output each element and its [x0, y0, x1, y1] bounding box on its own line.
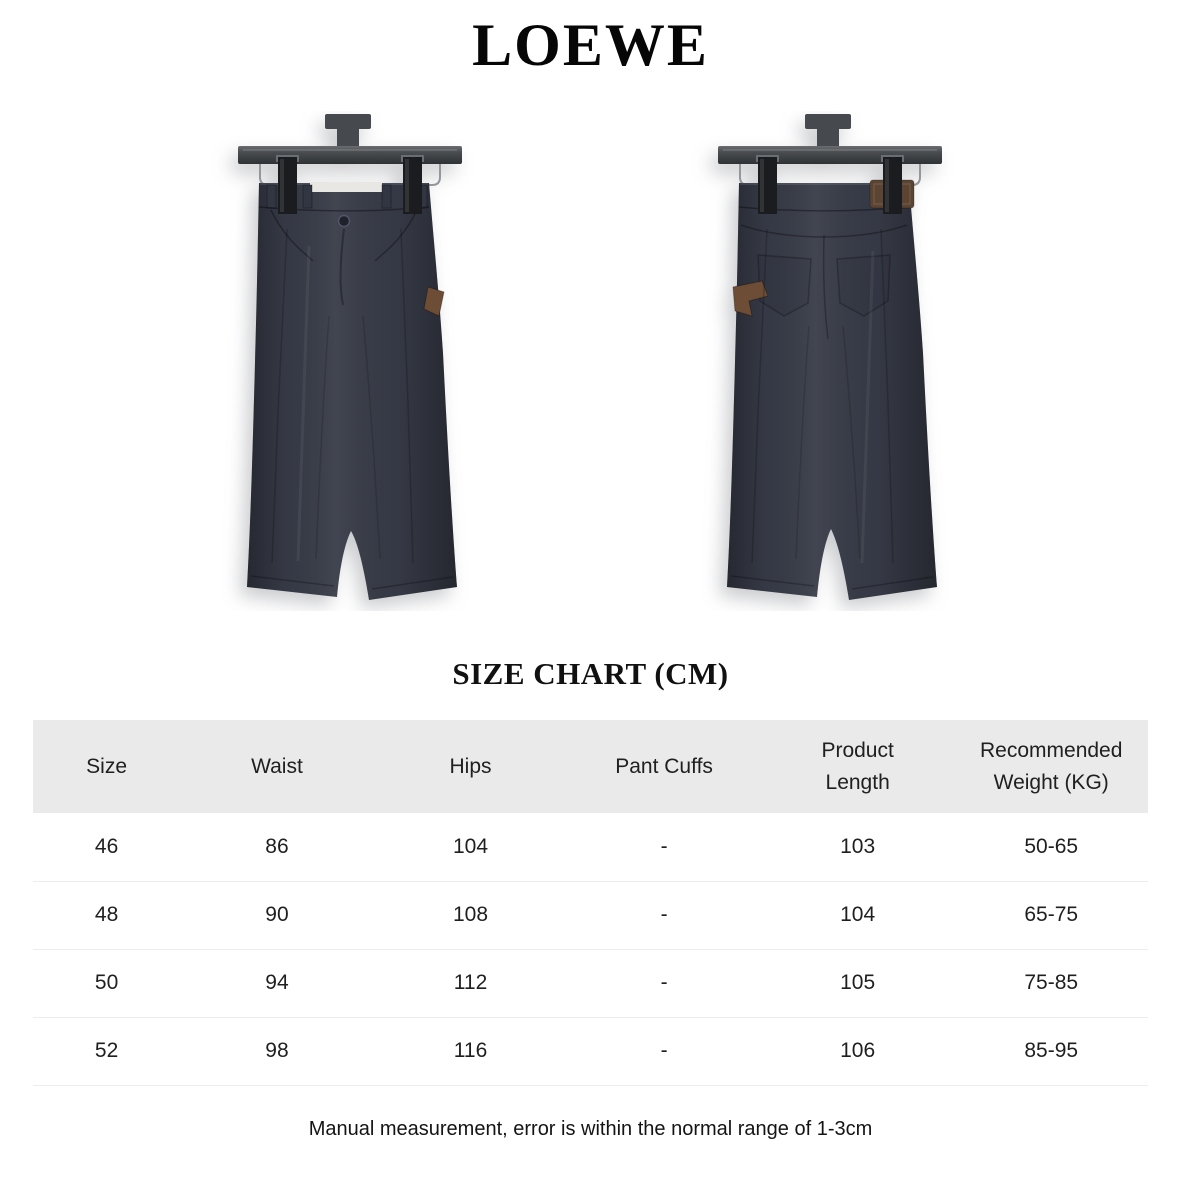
size-chart-table: Size Waist Hips Pant Cuffs Product Length Rec… [33, 720, 1148, 1086]
size-cell: 105 [760, 949, 955, 1018]
hanger-clip-left [755, 155, 779, 214]
leather-tab [422, 286, 445, 317]
size-cell: 94 [180, 949, 374, 1018]
size-cell: 52 [33, 1017, 181, 1086]
back-pocket-right [835, 254, 891, 317]
column-header: Pant Cuffs [567, 720, 761, 813]
size-cell: - [567, 1017, 761, 1086]
product-photos [0, 111, 1181, 616]
column-header: Waist [180, 720, 374, 813]
column-header: Size [33, 720, 181, 813]
size-cell: 112 [373, 949, 568, 1018]
size-cell: - [567, 881, 761, 950]
size-cell: 46 [33, 813, 181, 882]
size-row: 46 86 104-103 50-65 [33, 813, 1148, 882]
measurement-note: Manual measurement, error is within the … [308, 1117, 873, 1140]
belt-loop [381, 184, 391, 209]
pants-front-illustration [237, 114, 462, 600]
waist-button [337, 214, 350, 228]
column-header: Recommended Weight (KG) [954, 720, 1148, 813]
fly-seam [338, 228, 345, 306]
hanger-clip-left [275, 155, 299, 214]
size-cell: 98 [180, 1017, 374, 1086]
size-cell: 103 [760, 813, 955, 882]
hanger-clip-right [880, 155, 904, 214]
size-cell: 116 [373, 1017, 568, 1086]
pocket-seam-left [269, 209, 314, 262]
size-cell: 50 [33, 949, 181, 1018]
size-row: 50 94 112-105 75-85 [33, 949, 1148, 1018]
size-cell: 65-75 [954, 881, 1148, 950]
size-cell: 106 [760, 1017, 955, 1086]
size-row: 48 90 108-104 65-75 [33, 881, 1148, 950]
brand-logo: LOEWE [472, 12, 709, 78]
size-cell: - [567, 813, 761, 882]
size-row: 52 98 116-106 85-95 [33, 1017, 1148, 1086]
belt-loop [302, 184, 312, 209]
pants-back-illustration [717, 114, 942, 600]
size-cell: 86 [180, 813, 374, 882]
size-cell: 50-65 [954, 813, 1148, 882]
column-header: Product Length [760, 720, 955, 813]
size-cell: 104 [373, 813, 568, 882]
size-cell: - [567, 949, 761, 1018]
size-cell: 85-95 [954, 1017, 1148, 1086]
product-photo-front [181, 111, 521, 611]
size-cell: 90 [180, 881, 374, 950]
hammer-loop [731, 280, 769, 317]
center-back-seam [822, 234, 829, 340]
pocket-seam-right [373, 209, 418, 262]
size-cell: 75-85 [954, 949, 1148, 1018]
pants-back [726, 179, 937, 600]
size-chart-header: Size Waist Hips Pant Cuffs Product Length Rec… [33, 720, 1148, 813]
clothes-hanger [717, 114, 942, 186]
waistband-label [309, 182, 382, 192]
size-cell: 104 [760, 881, 955, 950]
belt-loop [266, 184, 276, 209]
pants-front [246, 182, 457, 600]
column-header: Hips [373, 720, 568, 813]
yoke-seam [740, 224, 907, 238]
page-header: LOEWE [0, 0, 1181, 77]
size-cell: 108 [373, 881, 568, 950]
size-chart-title: SIZE CHART (CM) [452, 656, 729, 691]
product-photo-back [661, 111, 1001, 611]
size-cell: 48 [33, 881, 181, 950]
header-row: Size Waist Hips Pant Cuffs Product Length Rec… [33, 720, 1148, 813]
size-chart-body: 46 86 104-103 50-65 48 90 108-104 65-75 50 94 112-… [33, 813, 1148, 1086]
clothes-hanger [237, 114, 462, 186]
hanger-clip-right [400, 155, 424, 214]
